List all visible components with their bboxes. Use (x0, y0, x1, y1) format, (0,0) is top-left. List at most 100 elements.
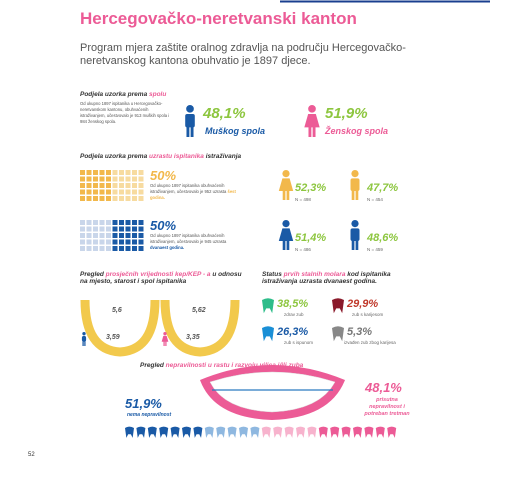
grid-cell (93, 220, 98, 225)
grid-cell (119, 246, 124, 251)
person-leg (190, 126, 194, 137)
grid-cell (86, 183, 92, 188)
text: dvanaest godina. (150, 245, 185, 250)
text: Od ukupno 1897 ispitanika obuhvaćenih is… (150, 183, 227, 194)
tooth (353, 426, 362, 438)
value: 50% (150, 168, 177, 183)
grid-cell (119, 176, 124, 182)
tooth (284, 426, 294, 438)
value: 26,3% (277, 326, 309, 338)
text: Pregled (140, 362, 166, 369)
grid-cell (112, 196, 118, 201)
grid-cell (125, 239, 131, 245)
tooth (341, 426, 351, 438)
grid-cell (99, 183, 105, 188)
grid-cell (106, 196, 111, 201)
person-body (81, 335, 87, 342)
person-head (82, 332, 86, 336)
person-head (282, 170, 290, 178)
person-leg (312, 126, 316, 137)
grid-cell (86, 170, 92, 175)
grid-cell (93, 226, 98, 232)
person-leg (351, 240, 355, 250)
grid-cell (119, 220, 124, 225)
arch-left (80, 299, 160, 357)
text: nepravilnosti u rastu i razvoju vilica i… (165, 362, 304, 369)
label: zub s karijesom (352, 312, 384, 317)
tooth (227, 426, 237, 438)
text: Status (262, 271, 284, 278)
label: zub s ispunom (284, 340, 314, 345)
grid-cell (125, 196, 131, 201)
grid-cell (138, 196, 144, 201)
grid-cell (138, 239, 144, 245)
value: 51,9% (325, 105, 368, 122)
grid-cell (80, 233, 85, 238)
grid-cell (119, 196, 124, 201)
grid-cell (112, 226, 118, 232)
value: 5,62 (192, 307, 206, 314)
person-leg (282, 240, 286, 250)
tooth (170, 426, 180, 438)
grid-cell (106, 233, 111, 238)
grid-cell (138, 176, 144, 182)
grid-cell (99, 170, 105, 175)
grid-cell (93, 233, 98, 238)
grid-cell (99, 189, 105, 195)
intro: Program mjera zaštite oralnog zdravlja n… (80, 42, 406, 67)
tooth (262, 326, 274, 342)
label: zdrav zub (284, 312, 304, 317)
person-leg (355, 190, 359, 200)
person-head (351, 220, 359, 228)
value: 3,59 (106, 334, 120, 341)
value: 48,6% (367, 232, 399, 244)
n: N = 459 (367, 247, 383, 252)
note: Od ukupno 1897 ispitanika obuhvaćenih is… (150, 233, 245, 251)
grid-cell (132, 246, 137, 251)
grid-cell (112, 246, 118, 251)
tooth (159, 426, 169, 438)
grid-cell (93, 239, 98, 245)
tooth (147, 426, 157, 438)
heading: Pregled nepravilnosti u rastu i razvoju … (140, 362, 303, 369)
grid-cell (99, 239, 105, 245)
heading: Pregled prosječnih vrijednosti kep/KEP -… (80, 271, 250, 285)
grid-cell (138, 220, 144, 225)
tooth (318, 426, 328, 438)
tooth (332, 298, 344, 314)
tooth (216, 426, 226, 438)
grid-cell (138, 226, 144, 232)
grid-cell (119, 239, 124, 245)
value: 51,9% (125, 396, 162, 411)
grid-cell (132, 170, 137, 175)
tooth (330, 426, 340, 438)
teeth-area (209, 371, 336, 413)
person-head (186, 105, 194, 113)
grid-cell (106, 226, 111, 232)
grid-cell (86, 220, 92, 225)
text: prvih stalnih molara (283, 271, 346, 278)
grid-cell (80, 220, 85, 225)
value: 38,5% (277, 298, 309, 310)
note: Od ukupno 1897 ispitanika u Hercegovačko… (80, 101, 170, 124)
grid-cell (86, 246, 92, 251)
n: N = 486 (295, 247, 311, 252)
text: prosječnih vrijednosti kep/KEP - a (105, 271, 211, 278)
tooth (182, 426, 191, 438)
tooth (262, 298, 274, 314)
value: 48,1% (365, 380, 402, 395)
arch-right (160, 299, 240, 357)
grid-cell (132, 233, 137, 238)
tooth (250, 426, 260, 438)
text: istraživanja (203, 153, 242, 160)
tooth (136, 426, 146, 438)
grid-cell (86, 176, 92, 182)
grid-cell (106, 220, 111, 225)
grid-cell (99, 220, 105, 225)
label: prisutna nepravilnost i potreban tretman (364, 397, 410, 417)
tooth (125, 426, 134, 438)
text: spolu (149, 91, 167, 98)
label: Ženskog spola (325, 126, 389, 136)
tooth (332, 326, 344, 342)
